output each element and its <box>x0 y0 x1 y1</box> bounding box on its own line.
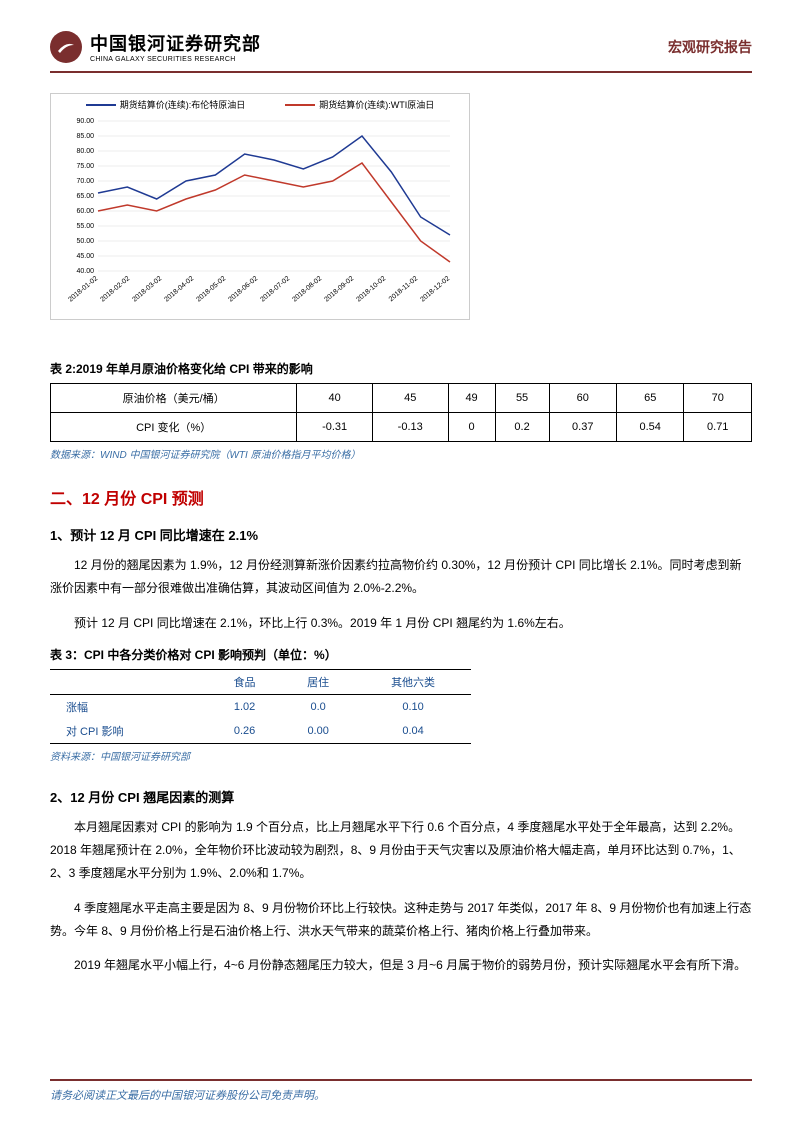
svg-text:2018-05-02: 2018-05-02 <box>195 275 227 303</box>
svg-text:70.00: 70.00 <box>76 178 94 185</box>
logo-icon <box>50 31 82 63</box>
table2: 原油价格（美元/桶）40454955606570 CPI 变化（%）-0.31-… <box>50 383 752 442</box>
page-header: 中国银河证券研究部 CHINA GALAXY SECURITIES RESEAR… <box>50 30 752 73</box>
sub1-p1: 12 月份的翘尾因素为 1.9%，12 月份经测算新涨价因素约拉高物价约 0.3… <box>50 554 752 600</box>
table3-cell: 0.0 <box>281 695 355 720</box>
table2-cpi-cell: 0.71 <box>684 413 752 442</box>
svg-text:85.00: 85.00 <box>76 133 94 140</box>
table2-source: 数据来源：WIND 中国银河证券研究院（WTI 原油价格指月平均价格） <box>50 446 752 461</box>
svg-text:2018-10-02: 2018-10-02 <box>355 275 387 303</box>
table3-cell: 0.26 <box>208 719 282 744</box>
table3-source: 资料来源：中国银河证券研究部 <box>50 748 752 763</box>
doc-type: 宏观研究报告 <box>668 37 752 57</box>
sub1-title: 1、预计 12 月 CPI 同比增速在 2.1% <box>50 525 752 544</box>
logo-text-cn: 中国银河证券研究部 <box>90 30 261 56</box>
svg-text:40.00: 40.00 <box>76 268 94 275</box>
table3-header <box>50 670 208 695</box>
table2-row1-label: 原油价格（美元/桶） <box>51 384 297 413</box>
svg-text:80.00: 80.00 <box>76 148 94 155</box>
table3-cell: 0.00 <box>281 719 355 744</box>
table3-header: 居住 <box>281 670 355 695</box>
svg-text:2018-12-02: 2018-12-02 <box>419 275 451 303</box>
table2-price-cell: 70 <box>684 384 752 413</box>
table2-price-cell: 65 <box>616 384 683 413</box>
logo-block: 中国银河证券研究部 CHINA GALAXY SECURITIES RESEAR… <box>50 30 261 63</box>
svg-text:2018-04-02: 2018-04-02 <box>163 275 195 303</box>
table2-price-cell: 49 <box>448 384 495 413</box>
table3: 食品居住其他六类 涨幅1.020.00.10 对 CPI 影响0.260.000.… <box>50 669 471 744</box>
sub2-title: 2、12 月份 CPI 翘尾因素的测算 <box>50 787 752 806</box>
table2-price-cell: 45 <box>372 384 448 413</box>
chart-legend: 期货结算价(连续):布伦特原油日 期货结算价(连续):WTI原油日 <box>55 98 465 111</box>
svg-text:60.00: 60.00 <box>76 208 94 215</box>
table2-price-cell: 55 <box>495 384 549 413</box>
line-chart-svg: 40.00 45.00 50.00 55.00 60.00 65.00 70.00 75.00… <box>55 115 465 315</box>
table3-cell: 1.02 <box>208 695 282 720</box>
svg-text:2018-03-02: 2018-03-02 <box>131 275 163 303</box>
section2-title: 二、12 月份 CPI 预测 <box>50 485 752 509</box>
legend-item: 期货结算价(连续):布伦特原油日 <box>86 98 246 111</box>
svg-text:2018-06-02: 2018-06-02 <box>227 275 259 303</box>
svg-text:2018-08-02: 2018-08-02 <box>291 275 323 303</box>
svg-text:2018-07-02: 2018-07-02 <box>259 275 291 303</box>
table3-rowlabel: 对 CPI 影响 <box>50 719 208 744</box>
table2-price-cell: 40 <box>297 384 373 413</box>
table2-row2-label: CPI 变化（%） <box>51 413 297 442</box>
svg-text:2018-09-02: 2018-09-02 <box>323 275 355 303</box>
table3-rowlabel: 涨幅 <box>50 695 208 720</box>
table3-cell: 0.04 <box>355 719 471 744</box>
sub1-p2: 预计 12 月 CPI 同比增速在 2.1%，环比上行 0.3%。2019 年 … <box>50 612 752 635</box>
table2-cpi-cell: 0.2 <box>495 413 549 442</box>
legend-item: 期货结算价(连续):WTI原油日 <box>285 98 434 111</box>
svg-text:90.00: 90.00 <box>76 118 94 125</box>
logo-text-en: CHINA GALAXY SECURITIES RESEARCH <box>90 56 261 63</box>
table3-cell: 0.10 <box>355 695 471 720</box>
svg-text:45.00: 45.00 <box>76 253 94 260</box>
table2-title: 表 2:2019 年单月原油价格变化给 CPI 带来的影响 <box>50 360 752 377</box>
svg-text:75.00: 75.00 <box>76 163 94 170</box>
svg-text:50.00: 50.00 <box>76 238 94 245</box>
svg-text:65.00: 65.00 <box>76 193 94 200</box>
table3-header: 食品 <box>208 670 282 695</box>
table2-cpi-cell: -0.31 <box>297 413 373 442</box>
table3-header: 其他六类 <box>355 670 471 695</box>
svg-text:2018-02-02: 2018-02-02 <box>99 275 131 303</box>
table2-cpi-cell: -0.13 <box>372 413 448 442</box>
table2-cpi-cell: 0.54 <box>616 413 683 442</box>
svg-text:2018-01-02: 2018-01-02 <box>67 275 99 303</box>
table2-price-cell: 60 <box>549 384 616 413</box>
oil-price-chart: 期货结算价(连续):布伦特原油日 期货结算价(连续):WTI原油日 40.00 45… <box>50 93 470 320</box>
sub2-p1: 本月翘尾因素对 CPI 的影响为 1.9 个百分点，比上月翘尾水平下行 0.6 … <box>50 816 752 884</box>
table3-title: 表 3：CPI 中各分类价格对 CPI 影响预判（单位：%） <box>50 646 752 663</box>
svg-text:2018-11-02: 2018-11-02 <box>388 275 420 303</box>
footer-disclaimer: 请务必阅读正文最后的中国银河证券股份公司免责声明。 <box>50 1079 752 1103</box>
svg-text:55.00: 55.00 <box>76 223 94 230</box>
table2-cpi-cell: 0 <box>448 413 495 442</box>
table2-cpi-cell: 0.37 <box>549 413 616 442</box>
sub2-p2: 4 季度翘尾水平走高主要是因为 8、9 月份物价环比上行较快。这种走势与 201… <box>50 897 752 943</box>
sub2-p3: 2019 年翘尾水平小幅上行，4~6 月份静态翘尾压力较大，但是 3 月~6 月… <box>50 954 752 977</box>
